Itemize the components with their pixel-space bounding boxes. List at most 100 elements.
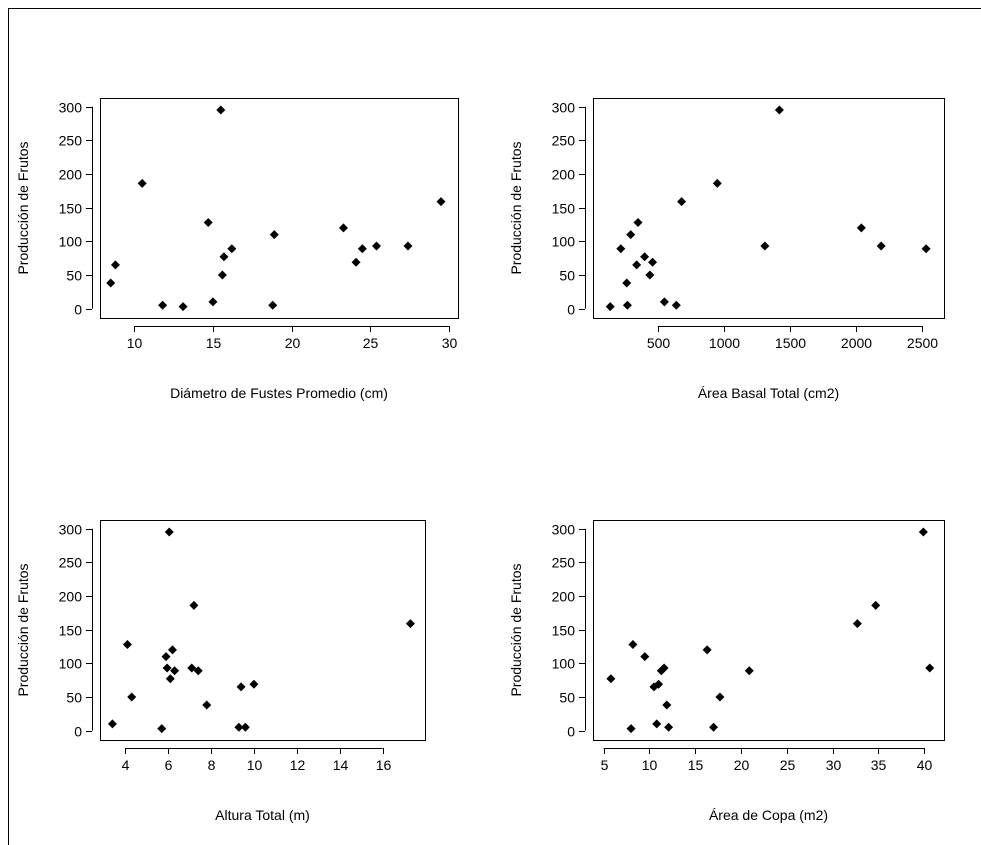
x-axis-title: Altura Total (m) [215,807,310,823]
data-point [403,241,413,251]
y-tick-label: 250 [552,133,576,149]
y-tick-label: 150 [552,201,576,217]
x-tick-label: 1500 [775,335,806,351]
data-point [616,244,626,254]
y-tick-label: 50 [559,690,575,706]
data-point [208,297,218,307]
data-point [876,241,886,251]
y-tick-label: 100 [552,234,576,250]
data-point [165,674,175,684]
y-tick-label: 200 [552,589,576,605]
data-point [249,679,259,689]
y-tick-label: 300 [59,522,83,538]
data-point [654,679,664,689]
y-tick-label: 250 [59,133,83,149]
plot-frame [100,520,426,741]
data-point [268,300,278,310]
plot-frame [593,520,945,741]
x-axis-title: Diámetro de Fustes Promedio (cm) [170,385,388,401]
data-point [216,105,226,115]
y-axis-title: Producción de Frutos [15,563,31,696]
data-point [632,260,642,270]
data-point [158,300,168,310]
y-tick-label: 100 [59,656,83,672]
data-point [269,230,279,240]
data-point [925,663,935,673]
y-tick-label: 0 [567,724,575,740]
y-tick-label: 0 [74,724,82,740]
data-point [626,230,636,240]
x-tick-label: 40 [917,757,933,773]
data-point [351,257,361,267]
data-point [626,724,636,734]
x-tick-label: 10 [247,757,263,773]
y-tick-label: 300 [59,100,83,116]
y-tick-label: 250 [552,555,576,571]
scatter-panel-altura: 4 6 8 10 12 14 16 0 50 100 150 200 250 300 Altura Tota… [15,520,426,823]
data-point [234,722,244,732]
data-point [652,719,662,729]
y-tick-label: 100 [59,234,83,250]
data-point [852,619,862,629]
x-tick-label: 20 [285,335,301,351]
data-point [709,722,719,732]
data-point [436,197,446,207]
x-tick-label: 15 [688,757,704,773]
x-tick-label: 25 [780,757,796,773]
data-point [677,197,687,207]
x-tick-label: 25 [363,335,379,351]
y-tick-label: 300 [552,522,576,538]
data-point [240,722,250,732]
data-point [217,270,227,280]
data-point [405,619,415,629]
data-point [606,674,616,684]
x-tick-label: 35 [871,757,887,773]
data-point [338,223,348,233]
data-point [161,652,171,662]
data-point [227,244,237,254]
y-tick-label: 200 [59,589,83,605]
data-point [633,217,643,227]
data-point [871,600,881,610]
x-tick-label: 2500 [907,335,938,351]
plot-frame [100,98,459,319]
x-axis-title: Área de Copa (m2) [709,807,828,823]
data-point [357,244,367,254]
x-tick-label: 15 [206,335,222,351]
data-point [659,663,669,673]
x-tick-label: 10 [127,335,143,351]
data-point [774,105,784,115]
data-point [170,666,180,676]
data-point [605,302,615,312]
y-tick-label: 100 [552,656,576,672]
y-axis-title: Producción de Frutos [508,141,524,274]
data-point [106,278,116,288]
data-point [744,666,754,676]
data-point [921,244,931,254]
data-point [664,722,674,732]
y-tick-label: 0 [567,302,575,318]
data-point [127,692,137,702]
x-tick-label: 12 [290,757,306,773]
x-tick-label: 30 [826,757,842,773]
y-tick-label: 200 [59,167,83,183]
data-point [640,252,650,262]
data-point [702,645,712,655]
data-point [622,278,632,288]
data-point [178,302,188,312]
y-tick-label: 0 [74,302,82,318]
data-point [107,719,117,729]
y-tick-label: 50 [66,268,82,284]
data-point [137,178,147,188]
x-tick-label: 6 [165,757,173,773]
data-point [715,692,725,702]
y-tick-label: 150 [59,201,83,217]
data-point [856,223,866,233]
data-point [622,300,632,310]
y-tick-label: 250 [59,555,83,571]
x-tick-label: 30 [442,335,458,351]
data-point [193,666,203,676]
y-tick-label: 50 [559,268,575,284]
data-point [164,527,174,537]
